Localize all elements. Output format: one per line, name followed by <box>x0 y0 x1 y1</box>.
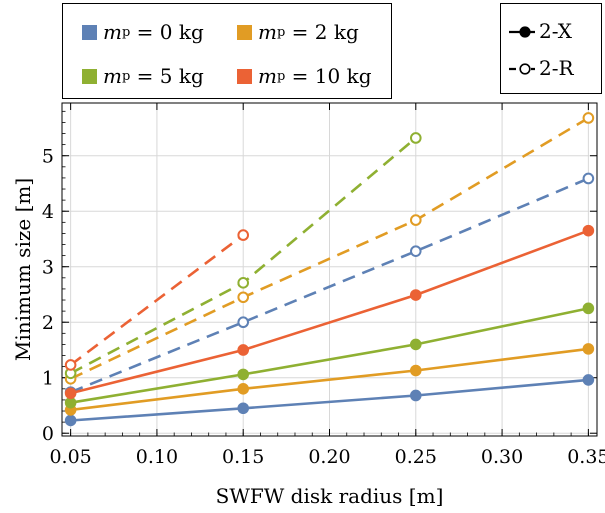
legend-type-marker <box>519 63 531 75</box>
series-point <box>409 245 422 257</box>
series-point <box>64 414 77 427</box>
series-line-dashed <box>70 177 589 394</box>
y-tick-label: 4 <box>42 201 54 223</box>
series-group <box>64 112 595 427</box>
legend-type-markers <box>509 26 535 75</box>
x-tick-label: 0.05 <box>49 446 91 468</box>
series-point <box>409 289 422 301</box>
series-point <box>237 316 250 329</box>
x-tick-label: 0.15 <box>222 446 264 468</box>
series-point <box>237 277 250 289</box>
y-tick-label: 1 <box>42 368 54 390</box>
series-point <box>582 224 595 237</box>
series-point <box>582 172 595 185</box>
series-point <box>582 302 595 315</box>
series-point <box>409 338 422 351</box>
legend-configuration: 2-X 2-R <box>500 3 602 94</box>
y-tick-label: 2 <box>42 312 54 334</box>
series-line-solid <box>70 229 589 395</box>
legend-label: = 5 kg <box>130 64 204 88</box>
legend-subscript: p <box>121 68 131 84</box>
legend-subscript: p <box>121 24 131 40</box>
y-tick-label: 0 <box>42 423 54 445</box>
series-point <box>64 396 77 409</box>
legend-label: = 0 kg <box>130 20 204 44</box>
y-tick-label: 3 <box>42 257 54 279</box>
series-point <box>237 402 250 415</box>
grid <box>62 103 597 436</box>
x-tick-label: 0.10 <box>136 446 178 468</box>
series-point <box>409 132 422 144</box>
x-tick-label: 0.20 <box>308 446 350 468</box>
series-point <box>237 344 250 356</box>
x-tick-label: 0.35 <box>567 446 605 468</box>
series-line-dashed <box>69 234 244 367</box>
series-point <box>64 387 77 400</box>
legend-swatch <box>237 68 252 84</box>
legend-subscript: p <box>276 68 286 84</box>
legend-symbol: m <box>258 64 277 88</box>
series-point <box>409 389 422 402</box>
legend-type-label: 2-X <box>539 19 573 43</box>
x-tick-label: 0.30 <box>481 446 523 468</box>
series-line-solid <box>70 307 589 404</box>
legend-subscript: p <box>276 24 286 40</box>
series-line-solid <box>70 347 589 412</box>
y-axis-title: Minimum size [m] <box>11 178 35 361</box>
legend-label: = 10 kg <box>285 64 372 88</box>
series-point <box>409 364 422 377</box>
axis-ticks: 0.05 0.10 0.15 0.20 0.25 0.30 0.35 0 1 2 3 4 5 <box>42 103 605 468</box>
series-point <box>237 368 250 381</box>
series-point <box>237 291 250 304</box>
series-point <box>409 214 422 226</box>
legend-swatch <box>237 24 252 40</box>
legend-swatch <box>82 24 97 40</box>
series-line-solid <box>70 378 589 422</box>
series-point <box>237 383 250 395</box>
series-point <box>237 229 250 241</box>
series-line-dashed <box>70 116 590 380</box>
legend-symbol: m <box>258 20 277 44</box>
legend-label: = 2 kg <box>285 20 359 44</box>
legend-type-marker <box>519 26 531 38</box>
series-point <box>64 359 77 371</box>
series-point <box>582 343 595 355</box>
x-tick-label: 0.25 <box>395 446 437 468</box>
legend-symbol: m <box>103 64 122 88</box>
legend-symbol: m <box>103 20 122 44</box>
y-tick-label: 5 <box>42 146 54 168</box>
legend-swatch <box>82 68 97 84</box>
legend-type-label: 2-R <box>539 56 574 80</box>
series-point <box>582 374 595 386</box>
series-point <box>582 112 595 124</box>
x-axis-title: SWFW disk radius [m] <box>216 484 444 508</box>
